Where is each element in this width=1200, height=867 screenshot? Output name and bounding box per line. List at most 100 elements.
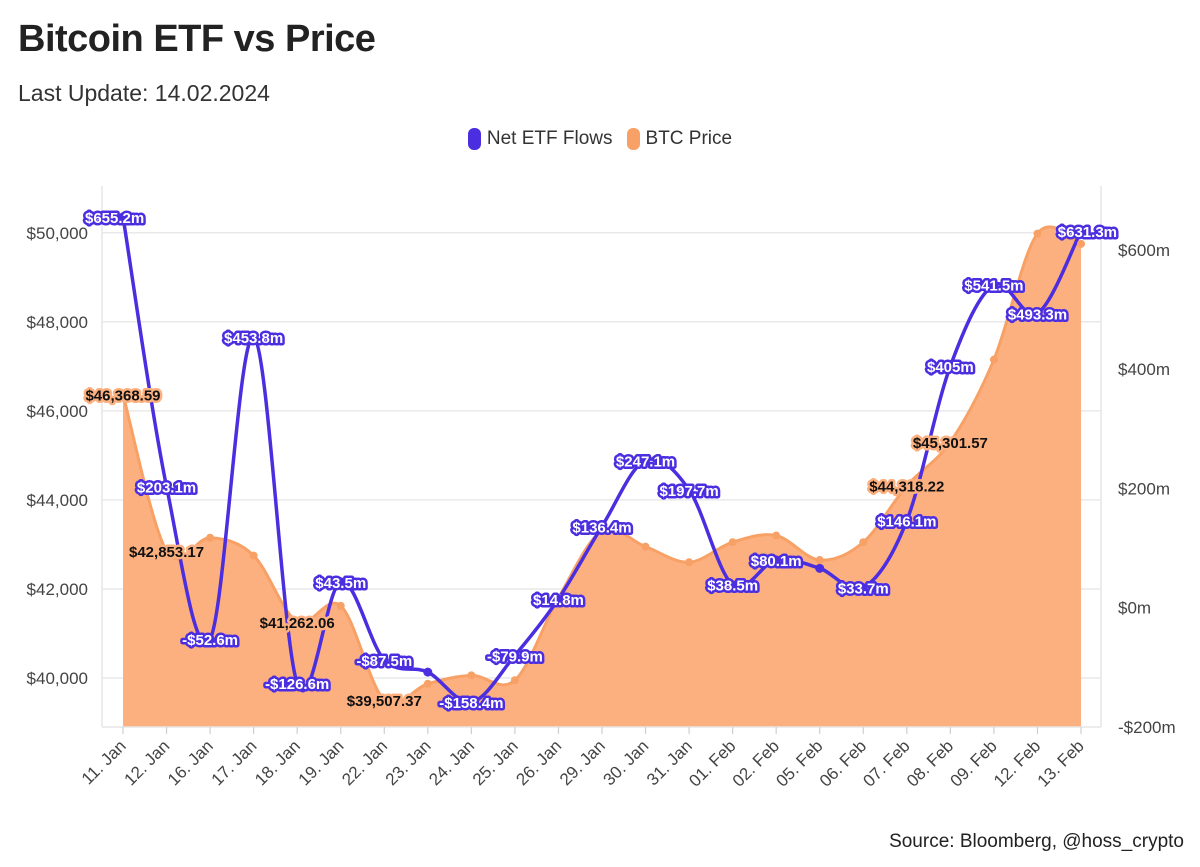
x-tick-label: 09. Feb — [947, 736, 1001, 790]
x-tick-label: 19. Jan — [295, 736, 348, 789]
data-labels: $46,368.59 $42,853.17 $41,262.06 $39,507.37… — [83, 207, 1120, 714]
price-point — [946, 437, 955, 446]
y-left-tick-label: $42,000 — [27, 580, 88, 599]
legend-swatch-flows — [467, 128, 481, 150]
price-point — [1033, 229, 1042, 238]
price-point — [728, 538, 737, 547]
x-tick-label: 26. Jan — [512, 736, 565, 789]
y-right-tick-label: $200m — [1118, 479, 1170, 498]
flows-point — [466, 697, 476, 707]
flows-data-label: $453.8m — [224, 330, 283, 347]
y-right-tick-label: $400m — [1118, 360, 1170, 379]
flows-point — [945, 361, 955, 371]
y-left-tick-label: $50,000 — [27, 224, 88, 243]
flows-data-label: $38.5m — [707, 578, 758, 595]
price-point — [162, 546, 171, 555]
x-tick-label: 25. Jan — [469, 736, 522, 789]
x-tick-label: 12. Jan — [121, 736, 174, 789]
chart-title: Bitcoin ETF vs Price — [18, 18, 376, 60]
flows-point — [641, 455, 651, 465]
flows-point — [162, 482, 172, 492]
price-point — [685, 558, 694, 567]
flows-data-label: $80.1m — [751, 553, 802, 570]
x-tick-label: 02. Feb — [729, 736, 783, 790]
flows-data-label: -$79.9m — [487, 648, 543, 665]
flows-data-label: $493.3m — [1008, 306, 1067, 323]
price-point — [772, 531, 781, 540]
x-tick-label: 12. Feb — [990, 736, 1044, 790]
legend-label-price: BTC Price — [645, 128, 733, 149]
flows-line — [121, 216, 1083, 704]
flows-data-label: $197.7m — [659, 483, 718, 500]
x-tick-label: 30. Jan — [600, 736, 653, 789]
flows-data-label: -$87.5m — [356, 653, 412, 670]
flows-data-label: $14.8m — [533, 592, 584, 609]
flows-data-label: $631.3m — [1058, 224, 1117, 241]
legend-item-flows[interactable]: Net ETF Flows — [467, 128, 613, 150]
x-tick-label: 18. Jan — [251, 736, 304, 789]
flows-data-label: $541.5m — [964, 278, 1023, 295]
price-data-label: $42,853.17 — [129, 544, 204, 561]
flows-point — [423, 667, 433, 677]
price-point — [206, 533, 215, 542]
price-data-label: $41,262.06 — [260, 615, 335, 632]
legend-item-price[interactable]: BTC Price — [626, 128, 733, 150]
price-point — [423, 679, 432, 688]
flows-point — [292, 678, 302, 688]
flows-data-label: $247.1m — [616, 453, 675, 470]
flows-point — [205, 634, 215, 644]
source-note: Source: Bloomberg, @hoss_crypto — [889, 831, 1184, 852]
y-left-tick-label: $46,000 — [27, 402, 88, 421]
price-data-label: $44,318.22 — [869, 479, 944, 496]
flows-data-label: $43.5m — [315, 575, 366, 592]
price-point — [815, 556, 824, 565]
flows-point — [771, 555, 781, 565]
x-tick-label: 05. Feb — [772, 736, 826, 790]
flows-point — [902, 516, 912, 526]
price-point — [380, 695, 389, 704]
y-left-tick-label: $44,000 — [27, 491, 88, 510]
x-tick-label: 08. Feb — [903, 736, 957, 790]
flows-point — [684, 485, 694, 495]
price-point — [1077, 239, 1085, 248]
y-left-tick-label: $48,000 — [27, 313, 88, 332]
flows-point — [379, 655, 389, 665]
x-tick-label: 29. Jan — [556, 736, 609, 789]
flows-data-label: $405m — [927, 359, 974, 376]
flows-point — [249, 332, 259, 342]
flows-data-label: $203.1m — [137, 480, 196, 497]
y-right-tick-label: -$200m — [1118, 718, 1176, 737]
y-right-tick-label: $600m — [1118, 241, 1170, 260]
price-point — [859, 538, 868, 547]
x-tick-label: 23. Jan — [382, 736, 435, 789]
price-point — [989, 355, 998, 364]
y-left-tick-label: $40,000 — [27, 669, 88, 688]
price-point — [902, 481, 911, 490]
flows-point — [336, 577, 346, 587]
x-tick-label: 31. Jan — [643, 736, 696, 789]
price-data-label: $45,301.57 — [913, 435, 988, 452]
flows-point — [1076, 226, 1086, 236]
flows-point — [510, 650, 520, 660]
flows-data-label: $136.4m — [572, 519, 631, 536]
flows-point — [728, 580, 738, 590]
flows-data-label: $655.2m — [85, 210, 144, 227]
x-tick-label: 11. Jan — [78, 736, 130, 788]
x-tick-label: 24. Jan — [425, 736, 478, 789]
y-right-tick-label: $0m — [1118, 599, 1151, 618]
flows-point — [1032, 308, 1042, 318]
x-tick-label: 22. Jan — [338, 736, 391, 789]
x-tick-label: 13. Feb — [1034, 736, 1088, 790]
chart-subtitle: Last Update: 14.02.2024 — [18, 80, 270, 106]
data-points — [118, 212, 1086, 707]
x-tick-label: 06. Feb — [816, 736, 870, 790]
flows-point — [989, 280, 999, 290]
x-tick-label: 01. Feb — [685, 736, 739, 790]
flows-data-label: -$126.6m — [265, 676, 329, 693]
x-tick-label: 07. Feb — [859, 736, 913, 790]
flows-data-label: $33.7m — [838, 581, 889, 598]
chart-legend: Net ETF Flows BTC Price — [0, 128, 1200, 150]
x-tick-label: 16. Jan — [164, 736, 217, 789]
price-point — [249, 551, 258, 560]
